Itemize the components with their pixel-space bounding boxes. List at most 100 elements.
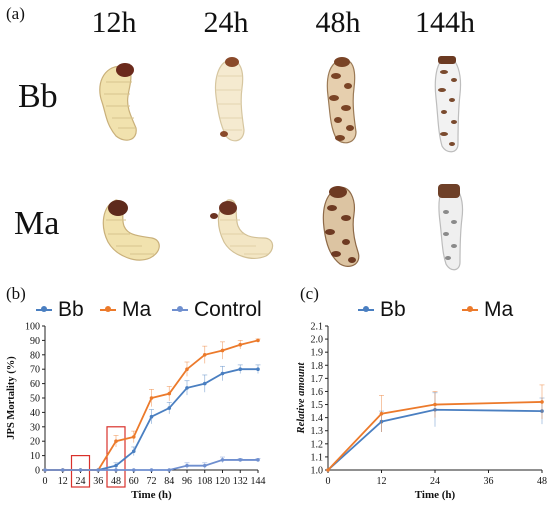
y-tick-label: 100	[25, 322, 40, 333]
y-tick-label: 1.0	[311, 466, 324, 477]
y-tick-label: 0	[35, 466, 40, 477]
panel-a-label: (a)	[6, 4, 25, 23]
data-point-control	[220, 458, 225, 462]
data-point-control	[131, 468, 136, 472]
legend-b-control-label: Control	[194, 298, 262, 321]
data-point-bb	[202, 381, 207, 386]
legend-b-control: Control	[172, 298, 262, 322]
x-tick-label: 48	[111, 476, 121, 487]
legend-b-ma-swatch	[100, 306, 116, 312]
y-tick-label: 80	[30, 350, 40, 361]
data-point-control	[43, 468, 47, 472]
legend-c-bb: Bb	[358, 298, 406, 322]
time-label-24h: 24h	[203, 6, 249, 39]
x-tick-label: 12	[377, 476, 387, 487]
highlight-box	[70, 455, 91, 488]
data-point-ma	[131, 435, 136, 439]
y-tick-label: 60	[30, 379, 40, 390]
legend-c-ma-swatch	[462, 306, 478, 312]
y-tick-label: 10	[30, 451, 40, 462]
data-point-bb	[185, 386, 189, 390]
panel-b-label: (b)	[6, 284, 26, 303]
x-tick-label: 36	[484, 476, 494, 487]
data-point-ma	[220, 348, 225, 353]
y-tick-label: 20	[30, 437, 40, 448]
legend-b-bb-label: Bb	[58, 298, 84, 321]
y-tick-label: 1.6	[311, 387, 324, 398]
y-tick-label: 1.8	[311, 361, 324, 372]
data-point-control	[185, 463, 189, 468]
y-tick-label: 30	[30, 422, 40, 433]
y-tick-label: 1.1	[311, 452, 324, 463]
y-tick-label: 2.0	[311, 335, 324, 346]
data-point-ma	[540, 400, 544, 404]
row-label-bb: Bb	[18, 78, 58, 115]
x-tick-label: 60	[129, 476, 139, 487]
data-point-control	[238, 458, 243, 462]
larva-bb-48h-photo	[326, 57, 357, 144]
data-point-control	[149, 468, 154, 472]
legend-b-ma-label: Ma	[122, 298, 152, 321]
y-tick-label: 1.9	[311, 348, 324, 359]
mortality-chart: 0 10 20 30 40 50 60 70 80 90 100 0 12 24 36 48 60 72 84 96 1…	[6, 322, 266, 502]
legend-c-bb-label: Bb	[380, 298, 406, 321]
x-tick-label: 108	[197, 476, 212, 487]
x-tick-label: 84	[164, 476, 174, 487]
y-axis-label: Relative amount	[296, 361, 307, 434]
y-tick-label: 50	[30, 394, 40, 405]
legend-c-ma: Ma	[462, 298, 513, 322]
data-point-control	[167, 468, 172, 472]
data-point-ma	[114, 439, 118, 443]
x-tick-label: 120	[215, 476, 230, 487]
series-line-ma	[327, 401, 543, 471]
x-tick-label: 72	[147, 476, 157, 487]
legend-b-ma: Ma	[100, 298, 151, 322]
x-tick-label: 0	[43, 476, 48, 487]
data-point-ma	[167, 391, 172, 396]
x-tick-label: 24	[430, 476, 440, 487]
y-axis-label: JPS Mortality (%)	[6, 356, 17, 440]
time-label-48h: 48h	[315, 6, 361, 39]
x-tick-label: 36	[93, 476, 103, 487]
data-point-control	[202, 463, 207, 468]
legend-c-bb-swatch	[358, 306, 374, 312]
data-point-ma	[202, 353, 207, 357]
y-tick-label: 70	[30, 365, 40, 376]
x-axis-label: Time (h)	[131, 489, 172, 501]
data-point-control	[256, 458, 260, 462]
larva-bb-12h-photo	[99, 63, 137, 141]
y-tick-label: 1.2	[311, 439, 324, 450]
x-tick-label: 96	[182, 476, 192, 487]
data-point-bb	[114, 463, 118, 468]
data-point-ma	[185, 367, 189, 371]
legend-c-ma-label: Ma	[484, 298, 514, 321]
relative-amount-chart: 1.0 1.1 1.2 1.3 1.4 1.5 1.6 1.7 1.8 1.9 2.0 2.1 0 12 2…	[296, 322, 547, 502]
larva-ma-24h-photo	[210, 199, 274, 259]
x-tick-label: 48	[537, 476, 547, 487]
data-point-bb	[131, 449, 136, 454]
x-tick-label: 132	[233, 476, 248, 487]
y-tick-label: 1.7	[311, 374, 324, 385]
data-point-bb	[149, 414, 154, 419]
x-tick-label: 144	[251, 476, 266, 487]
data-point-control	[96, 468, 101, 472]
y-tick-label: 1.4	[311, 413, 324, 424]
data-point-ma	[149, 396, 154, 400]
y-tick-label: 1.3	[311, 426, 324, 437]
series-line-bb	[327, 408, 543, 471]
data-point-control	[60, 468, 65, 472]
data-point-ma	[326, 468, 330, 472]
panel-c-label: (c)	[300, 284, 319, 303]
data-point-control	[78, 468, 83, 472]
data-point-bb	[256, 367, 260, 371]
y-tick-label: 1.5	[311, 400, 324, 411]
x-axis-label: Time (h)	[415, 489, 456, 501]
x-tick-label: 24	[76, 476, 86, 487]
larva-ma-48h-photo	[322, 186, 360, 267]
row-label-ma: Ma	[14, 205, 60, 242]
larva-ma-144h-photo	[438, 184, 464, 271]
data-point-ma	[256, 338, 260, 343]
time-label-144h: 144h	[415, 6, 475, 39]
data-point-control	[114, 468, 118, 472]
x-tick-label: 12	[58, 476, 68, 487]
